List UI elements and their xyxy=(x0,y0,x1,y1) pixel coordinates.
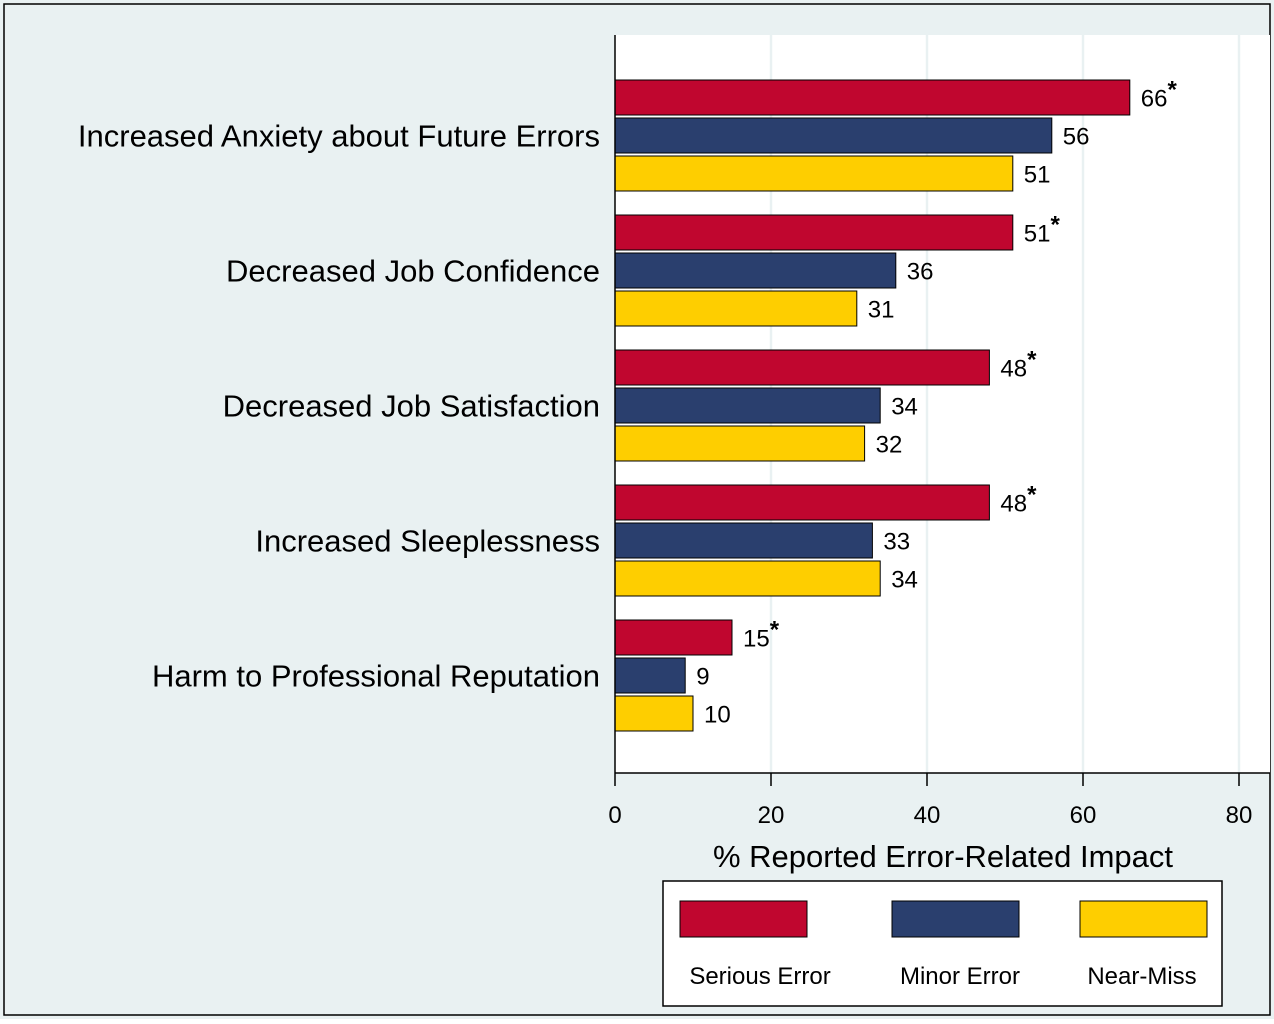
data-label-harm-to-professional-reputation-minor-error: 9 xyxy=(696,664,709,691)
legend-label-minor-error: Minor Error xyxy=(900,963,1020,990)
category-label-increased-anxiety-about-future-errors: Increased Anxiety about Future Errors xyxy=(78,119,600,154)
bar-increased-anxiety-about-future-errors-serious-error xyxy=(614,79,1131,116)
data-label-decreased-job-confidence-minor-error: 36 xyxy=(907,259,934,286)
bar-increased-sleeplessness-serious-error xyxy=(614,484,990,521)
data-label-increased-anxiety-about-future-errors-near-miss: 51 xyxy=(1024,162,1051,189)
bars-layer xyxy=(614,79,1131,732)
x-tick-label-0: 0 xyxy=(608,802,621,829)
x-tick-label-40: 40 xyxy=(914,802,941,829)
x-axis-title: % Reported Error-Related Impact xyxy=(713,839,1173,874)
x-tick-label-20: 20 xyxy=(758,802,785,829)
bar-increased-sleeplessness-minor-error xyxy=(614,522,873,559)
legend: Serious Error Minor Error Near-Miss xyxy=(662,880,1223,1007)
category-label-harm-to-professional-reputation: Harm to Professional Reputation xyxy=(152,659,600,694)
x-tick-label-60: 60 xyxy=(1070,802,1097,829)
bar-decreased-job-satisfaction-minor-error xyxy=(614,387,881,424)
data-label-increased-sleeplessness-minor-error: 33 xyxy=(883,529,910,556)
bar-harm-to-professional-reputation-near-miss xyxy=(614,695,694,732)
bar-decreased-job-confidence-minor-error xyxy=(614,252,897,289)
data-label-increased-sleeplessness-near-miss: 34 xyxy=(891,567,918,594)
data-label-decreased-job-satisfaction-near-miss: 32 xyxy=(876,432,903,459)
bar-harm-to-professional-reputation-serious-error xyxy=(614,619,733,656)
bar-decreased-job-confidence-near-miss xyxy=(614,290,858,327)
legend-swatch-serious-error xyxy=(679,900,808,938)
axis-layer xyxy=(614,35,1270,774)
category-label-increased-sleeplessness: Increased Sleeplessness xyxy=(255,524,600,559)
data-label-harm-to-professional-reputation-near-miss: 10 xyxy=(704,702,731,729)
ticks-layer: 0 20 40 60 80 xyxy=(608,773,1252,829)
data-label-decreased-job-confidence-near-miss: 31 xyxy=(868,297,895,324)
legend-label-near-miss: Near-Miss xyxy=(1087,963,1196,990)
category-label-decreased-job-satisfaction: Decreased Job Satisfaction xyxy=(223,389,600,424)
bar-decreased-job-satisfaction-serious-error xyxy=(614,349,990,386)
legend-label-serious-error: Serious Error xyxy=(689,963,830,990)
bar-increased-sleeplessness-near-miss xyxy=(614,560,881,597)
bar-harm-to-professional-reputation-minor-error xyxy=(614,657,686,694)
legend-swatch-minor-error xyxy=(891,900,1020,938)
category-label-decreased-job-confidence: Decreased Job Confidence xyxy=(226,254,600,289)
data-label-decreased-job-satisfaction-minor-error: 34 xyxy=(891,394,918,421)
bar-decreased-job-confidence-serious-error xyxy=(614,214,1014,251)
x-tick-label-80: 80 xyxy=(1226,802,1253,829)
bar-increased-anxiety-about-future-errors-near-miss xyxy=(614,155,1014,192)
legend-swatch-near-miss xyxy=(1079,900,1208,938)
bar-decreased-job-satisfaction-near-miss xyxy=(614,425,866,462)
bar-increased-anxiety-about-future-errors-minor-error xyxy=(614,117,1053,154)
data-label-increased-anxiety-about-future-errors-minor-error: 56 xyxy=(1063,124,1090,151)
